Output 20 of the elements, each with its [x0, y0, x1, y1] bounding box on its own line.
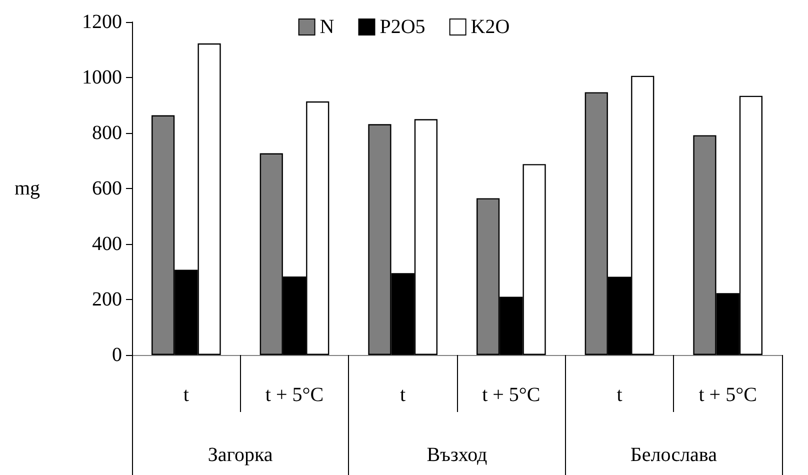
y-tick-label: 600 — [92, 178, 122, 200]
y-tick-label: 1000 — [82, 66, 122, 88]
x-tick-label: t — [616, 384, 623, 406]
text: Възход — [426, 444, 488, 466]
y-tick-label: 0 — [112, 344, 122, 366]
x-tick-label: t + 5°C — [698, 384, 757, 406]
y-tick-label: 200 — [92, 288, 122, 310]
x-tick-label: t + 5°C — [482, 384, 540, 406]
y-axis-title: mg — [14, 178, 40, 200]
x-tick-label: t + 5°C — [265, 384, 324, 406]
y-tick-label: 1200 — [82, 11, 122, 33]
text: Белослава — [630, 444, 718, 466]
x-tick-label: t — [183, 384, 190, 406]
y-tick-label: 800 — [92, 122, 122, 144]
legend-label: N — [320, 16, 334, 38]
x-tick-label: t — [400, 384, 406, 406]
text: Загорка — [208, 444, 273, 466]
legend-label: K2O — [470, 16, 510, 38]
legend-label: P2O5 — [380, 16, 426, 38]
y-tick-label: 400 — [92, 233, 122, 255]
